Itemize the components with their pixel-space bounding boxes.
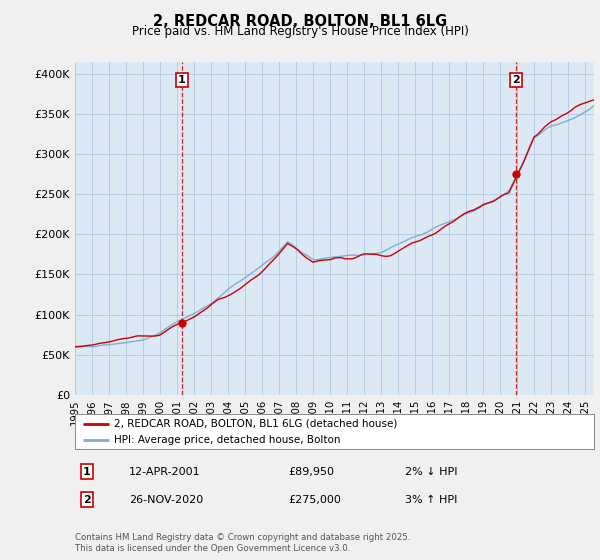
Text: 2, REDCAR ROAD, BOLTON, BL1 6LG: 2, REDCAR ROAD, BOLTON, BL1 6LG	[153, 14, 447, 29]
Text: 3% ↑ HPI: 3% ↑ HPI	[405, 494, 457, 505]
Text: £275,000: £275,000	[288, 494, 341, 505]
Text: HPI: Average price, detached house, Bolton: HPI: Average price, detached house, Bolt…	[114, 435, 340, 445]
Text: 2: 2	[512, 75, 520, 85]
Text: 26-NOV-2020: 26-NOV-2020	[129, 494, 203, 505]
Text: Contains HM Land Registry data © Crown copyright and database right 2025.
This d: Contains HM Land Registry data © Crown c…	[75, 533, 410, 553]
Text: 12-APR-2001: 12-APR-2001	[129, 466, 200, 477]
Text: 2: 2	[83, 494, 91, 505]
Text: Price paid vs. HM Land Registry's House Price Index (HPI): Price paid vs. HM Land Registry's House …	[131, 25, 469, 38]
Text: £89,950: £89,950	[288, 466, 334, 477]
Text: 1: 1	[83, 466, 91, 477]
Text: 2, REDCAR ROAD, BOLTON, BL1 6LG (detached house): 2, REDCAR ROAD, BOLTON, BL1 6LG (detache…	[114, 419, 397, 429]
Text: 1: 1	[178, 75, 185, 85]
Text: 2% ↓ HPI: 2% ↓ HPI	[405, 466, 458, 477]
